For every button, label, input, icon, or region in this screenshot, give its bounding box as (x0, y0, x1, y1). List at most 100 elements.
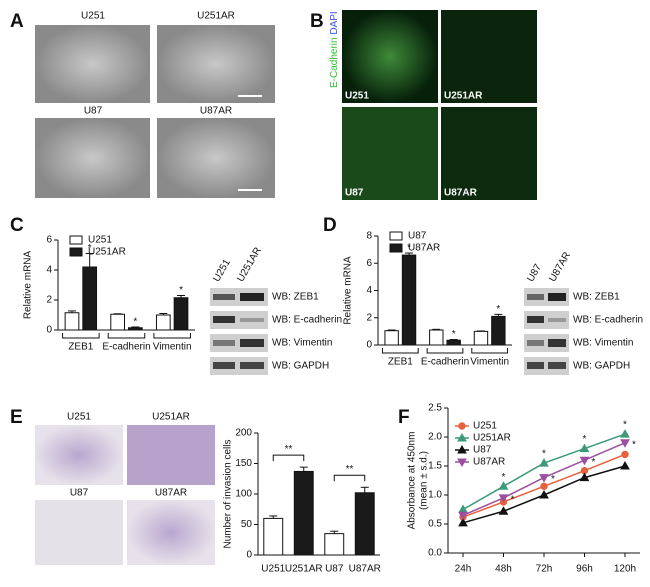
x-tick-label: ZEB1 (68, 342, 93, 353)
legend-label: U251 (473, 421, 497, 432)
stain-ecad: E-Cadherin (329, 37, 340, 88)
lane-label: U87 (525, 262, 544, 284)
y-tick-label: 8 (366, 231, 372, 242)
lane-label: U87AR (547, 250, 573, 283)
point (458, 511, 468, 521)
significance: * (551, 474, 555, 485)
y-axis-label: Number of invasion cells (223, 440, 234, 549)
y-axis-label: Relative mRNA (343, 256, 354, 325)
micrograph (35, 25, 150, 103)
image-label: U87 (84, 106, 103, 117)
panel-letter: E (10, 407, 23, 428)
x-tick-label: E-cadherin (102, 342, 150, 353)
legend-label: U251 (88, 235, 112, 246)
significance-bracket (333, 474, 366, 482)
x-tick-label: U87 (325, 564, 344, 575)
y-axis-label: Relative mRNA (23, 251, 34, 320)
western-blot (210, 288, 268, 375)
legend-marker (457, 458, 467, 468)
image-label: U251AR (444, 91, 483, 102)
category-bracket (426, 348, 464, 354)
blot-row-label: WB: Vimentin (573, 338, 633, 349)
panel-letter: F (398, 407, 410, 428)
x-tick-label: U251 (261, 564, 285, 575)
bar (324, 533, 345, 556)
point (498, 481, 509, 490)
significance: * (496, 304, 500, 315)
significance: * (632, 439, 636, 450)
micrograph (127, 425, 215, 485)
y-tick-label: 0.0 (428, 548, 442, 559)
bar (110, 313, 126, 331)
x-tick-label: U251AR (285, 564, 323, 575)
legend-label: U87AR (408, 243, 440, 254)
x-tick-label: 48h (495, 564, 512, 575)
x-tick-label: U87AR (349, 564, 381, 575)
x-tick-label: 120h (614, 564, 636, 575)
blot-row-label: WB: ZEB1 (272, 292, 319, 303)
point (540, 482, 548, 490)
y-tick-label: 100 (235, 489, 252, 500)
y-tick-label: 0 (366, 340, 372, 351)
panel-letter: A (10, 11, 24, 32)
significance: * (133, 317, 137, 328)
significance: * (542, 449, 546, 460)
point (620, 460, 630, 470)
bar (354, 492, 375, 556)
significance: ** (285, 444, 293, 455)
bar (128, 327, 143, 331)
x-tick-label: Vimentin (153, 342, 192, 353)
fluorescence-image (441, 107, 537, 200)
point (458, 517, 468, 527)
significance: * (407, 243, 411, 254)
bar (64, 312, 80, 331)
y-tick-label: 4 (46, 265, 52, 276)
legend-swatch (69, 247, 83, 257)
image-label: U87 (345, 188, 364, 199)
category-bracket (153, 333, 191, 339)
blot-row-label: WB: GAPDH (573, 361, 630, 372)
category-bracket (107, 333, 146, 339)
point (620, 439, 630, 448)
point (458, 504, 468, 513)
significance: ** (346, 464, 354, 475)
category-bracket (381, 348, 419, 354)
category-bracket (471, 348, 509, 354)
panel-letter: D (323, 215, 337, 236)
x-tick-label: 96h (576, 564, 593, 575)
x-tick-label: 72h (536, 564, 553, 575)
x-tick-label: 24h (455, 564, 472, 575)
significance: * (502, 472, 506, 483)
bar (384, 330, 399, 346)
stain-label: E-Cadherin DAPI (329, 11, 340, 88)
y-tick-label: 2 (366, 312, 372, 323)
blot-row-label: WB: ZEB1 (573, 292, 620, 303)
point (620, 429, 630, 438)
legend-marker (457, 444, 467, 454)
bar (263, 517, 284, 556)
legend-label: U251AR (473, 433, 511, 444)
category-bracket (62, 333, 100, 339)
significance: * (592, 457, 596, 468)
bar (446, 339, 461, 346)
lane-label: U251 (211, 257, 233, 284)
y-tick-label: 150 (235, 458, 252, 469)
micrograph (157, 118, 275, 198)
bar (82, 266, 98, 331)
point (539, 474, 549, 483)
y-tick-label: 50 (241, 519, 253, 530)
x-tick-label: Vimentin (470, 357, 509, 368)
bar (155, 314, 171, 331)
point (579, 443, 590, 453)
point (539, 489, 549, 499)
legend-label: U87 (473, 445, 492, 456)
legend-marker (458, 422, 466, 430)
western-blot (524, 288, 569, 375)
bar (429, 329, 444, 346)
legend-swatch (389, 231, 403, 241)
y-tick-label: 2.5 (428, 403, 442, 414)
y-tick-label: 0 (46, 325, 52, 336)
fluorescence-image (342, 107, 438, 200)
y-tick-label: 1.0 (428, 490, 442, 501)
